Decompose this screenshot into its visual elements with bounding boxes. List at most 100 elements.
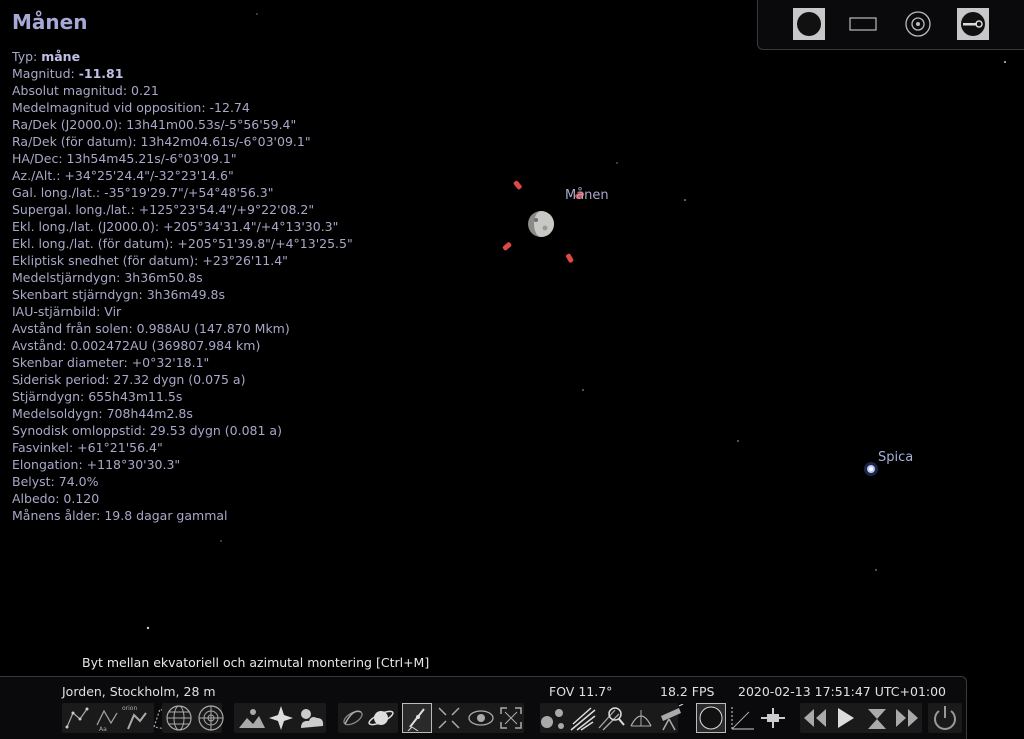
info-value: 29.53 dygn (0.081 a) [149, 423, 282, 438]
exoplanets-icon[interactable] [538, 703, 568, 733]
constellation-art-icon[interactable]: orion [120, 703, 150, 733]
info-label: Az./Alt.: [12, 168, 65, 183]
info-row: IAU-stjärnbild: Vir [12, 303, 353, 320]
deep-sky-objects-icon[interactable] [338, 703, 368, 733]
info-label: Absolut magnitud: [12, 83, 132, 98]
svg-text:Aa: Aa [99, 726, 107, 731]
info-label: Skenbar diameter: [12, 355, 132, 370]
info-label: Siderisk period: [12, 372, 114, 387]
night-mode-icon[interactable] [466, 703, 496, 733]
info-row: Ekliptisk snedhet (för datum): +23°26'11… [12, 252, 353, 269]
meteor-showers-icon[interactable] [568, 703, 598, 733]
rewind-icon[interactable] [800, 703, 830, 733]
constellation-lines-icon[interactable] [62, 703, 92, 733]
moon-disc-icon[interactable] [792, 7, 826, 41]
info-row: Elongation: +118°30'30.3" [12, 456, 353, 473]
info-row: Avstånd från solen: 0.988AU (147.870 Mkm… [12, 320, 353, 337]
info-row: Typ: måne [12, 48, 353, 65]
fov-status: FOV 11.7° [549, 684, 613, 699]
rectangle-icon[interactable] [846, 7, 880, 41]
target-circle-icon[interactable] [901, 7, 935, 41]
info-label: HA/Dec: [12, 151, 67, 166]
info-label: Skenbart stjärndygn: [12, 287, 147, 302]
info-value: 0.120 [63, 491, 100, 506]
atmosphere-icon[interactable] [296, 703, 326, 733]
info-value: 3h36m50.8s [124, 270, 203, 285]
info-row: Magnitud: -11.81 [12, 65, 353, 82]
info-label: Ra/Dek (J2000.0): [12, 117, 127, 132]
location-status[interactable]: Jorden, Stockholm, 28 m [62, 684, 216, 699]
fast-forward-icon[interactable] [892, 703, 922, 733]
info-label: Albedo: [12, 491, 64, 506]
info-label: Gal. long./lat.: [12, 185, 105, 200]
play-icon[interactable] [830, 703, 860, 733]
info-value: -12.74 [209, 100, 250, 115]
info-label: Stjärndygn: [12, 389, 89, 404]
info-row: Gal. long./lat.: -35°19'29.7"/+54°48'56.… [12, 184, 353, 201]
info-row: Ra/Dek (J2000.0): 13h41m00.53s/-5°56'59.… [12, 116, 353, 133]
azimuthal-grid-icon[interactable] [196, 703, 226, 733]
measure-angle-icon[interactable] [728, 703, 758, 733]
planets-icon[interactable] [366, 703, 396, 733]
info-row: Ekl. long./lat. (J2000.0): +205°34'31.4"… [12, 218, 353, 235]
info-row: Absolut magnitud: 0.21 [12, 82, 353, 99]
ocular-crosshair-icon[interactable] [758, 703, 788, 733]
info-row: Albedo: 0.120 [12, 490, 353, 507]
info-label: Ekliptisk snedhet (för datum): [12, 253, 203, 268]
meteor-search-icon[interactable] [596, 703, 626, 733]
telescope-control-icon[interactable] [656, 703, 686, 733]
cardinal-points-icon[interactable] [266, 703, 296, 733]
bottom-bar: Jorden, Stockholm, 28 m FOV 11.7° 18.2 F… [0, 676, 967, 739]
object-name: Månen [12, 10, 88, 34]
fps-status: 18.2 FPS [660, 684, 715, 699]
moon-object[interactable] [528, 211, 554, 237]
info-value: 13h54m45.21s/-6°03'09.1" [66, 151, 237, 166]
info-label: Typ: [12, 49, 42, 64]
info-label: Avstånd från solen: [12, 321, 137, 336]
datetime-status[interactable]: 2020-02-13 17:51:47 UTC+01:00 [738, 684, 947, 699]
info-row: Supergal. long./lat.: +125°23'54.4"/+9°2… [12, 201, 353, 218]
satellites-icon[interactable] [626, 703, 656, 733]
mount-toggle-icon[interactable] [956, 7, 990, 41]
info-value: 27.32 dygn (0.075 a) [113, 372, 246, 387]
moon-view-button[interactable] [696, 703, 726, 733]
mount-panel [757, 0, 1024, 50]
info-label: Månens ålder: [12, 508, 105, 523]
info-value: 708h44m2.8s [106, 406, 193, 421]
info-value: 19.8 dagar gammal [104, 508, 228, 523]
info-label: Medelstjärndygn: [12, 270, 125, 285]
ground-icon[interactable] [236, 703, 266, 733]
info-label: Synodisk omloppstid: [12, 423, 150, 438]
info-label: Ra/Dek (för datum): [12, 134, 141, 149]
center-object-icon[interactable] [434, 703, 464, 733]
fullscreen-icon[interactable] [496, 703, 526, 733]
info-label: Ekl. long./lat. (för datum): [12, 236, 178, 251]
power-icon[interactable] [930, 703, 960, 733]
info-row: Belyst: 74.0% [12, 473, 353, 490]
info-value: 13h41m00.53s/-5°56'59.4" [126, 117, 297, 132]
info-value: måne [41, 49, 81, 64]
orion-tag: orion [122, 705, 137, 712]
info-row: Fasvinkel: +61°21'56.4" [12, 439, 353, 456]
moon-label: Månen [565, 188, 609, 203]
equatorial-grid-icon[interactable] [164, 703, 194, 733]
info-value: +125°23'54.4"/+9°22'08.2" [138, 202, 315, 217]
info-row: Ekl. long./lat. (för datum): +205°51'39.… [12, 235, 353, 252]
info-value: 3h36m49.8s [146, 287, 226, 302]
info-label: Medelmagnitud vid opposition: [12, 100, 210, 115]
now-icon[interactable] [862, 703, 892, 733]
object-info-list: Typ: måne Magnitud: -11.81 Absolut magnitu… [12, 48, 353, 524]
info-value: 74.0% [58, 474, 99, 489]
info-label: Supergal. long./lat.: [12, 202, 139, 217]
info-row: Månens ålder: 19.8 dagar gammal [12, 507, 353, 524]
info-value: +205°34'31.4"/+4°13'30.3" [163, 219, 339, 234]
info-label: IAU-stjärnbild: [12, 304, 105, 319]
equatorial-mount-button[interactable] [402, 703, 432, 733]
info-row: Az./Alt.: +34°25'24.4"/-32°23'14.6" [12, 167, 353, 184]
spica-star[interactable] [864, 462, 878, 476]
info-value: +23°26'11.4" [202, 253, 288, 268]
constellation-labels-icon[interactable]: Aa [92, 703, 122, 733]
info-label: Belyst: [12, 474, 59, 489]
info-value: +61°21'56.4" [77, 440, 163, 455]
